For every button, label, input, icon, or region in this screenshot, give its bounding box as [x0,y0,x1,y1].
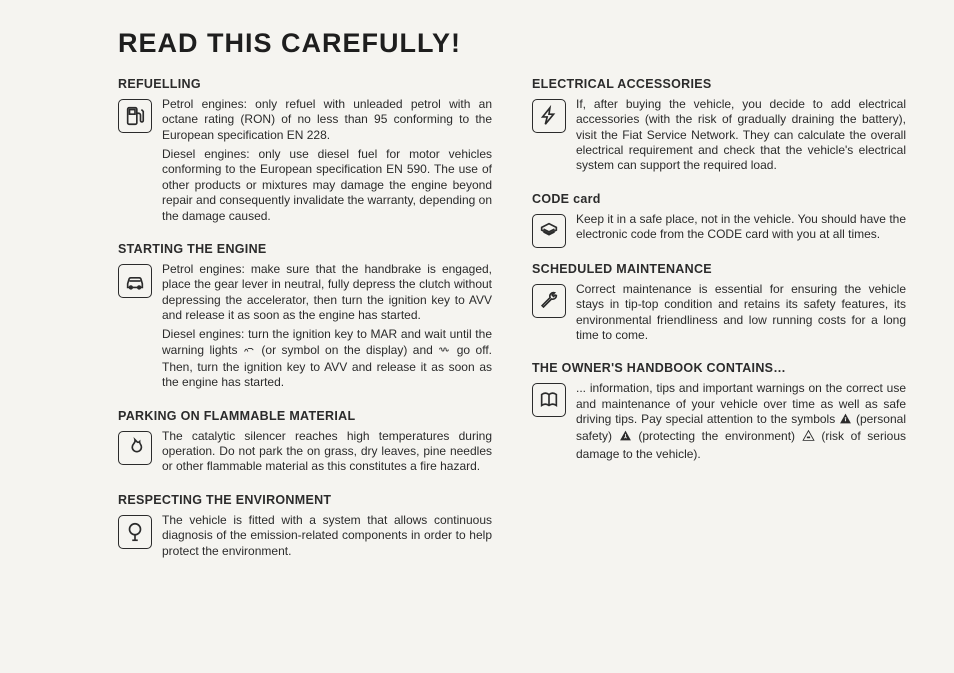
para: The vehicle is fitted with a system that… [162,513,492,559]
flame-icon [118,431,152,465]
para: Keep it in a safe place, not in the vehi… [576,212,906,243]
text-electrical: If, after buying the vehicle, you decide… [576,97,906,178]
heading-maintenance: SCHEDULED MAINTENANCE [532,262,906,276]
lightning-icon [532,99,566,133]
section-electrical: ELECTRICAL ACCESSORIES If, after buying … [532,77,906,178]
text-environment: The vehicle is fitted with a system that… [162,513,492,563]
section-maintenance: SCHEDULED MAINTENANCE Correct maintenanc… [532,262,906,347]
para: Petrol engines: make sure that the handb… [162,262,492,323]
card-icon [532,214,566,248]
heading-handbook: THE OWNER'S HANDBOOK CONTAINS… [532,361,906,375]
text-code: Keep it in a safe place, not in the vehi… [576,212,906,247]
section-parking: PARKING ON FLAMMABLE MATERIAL The cataly… [118,409,492,479]
text-starting: Petrol engines: make sure that the handb… [162,262,492,395]
para: Petrol engines: only refuel with unleade… [162,97,492,143]
right-column: ELECTRICAL ACCESSORIES If, after buying … [532,77,906,577]
section-starting: STARTING THE ENGINE Petrol engines: make… [118,242,492,395]
warning-env-icon [619,429,632,446]
section-handbook: THE OWNER'S HANDBOOK CONTAINS… ... infor… [532,361,906,466]
columns: REFUELLING Petrol engines: only refuel w… [118,77,906,577]
para: The catalytic silencer reaches high temp… [162,429,492,475]
text-parking: The catalytic silencer reaches high temp… [162,429,492,479]
heading-environment: RESPECTING THE ENVIRONMENT [118,493,492,507]
glowplug-icon [243,343,256,360]
car-icon [118,264,152,298]
book-icon [532,383,566,417]
left-column: REFUELLING Petrol engines: only refuel w… [118,77,492,577]
text-maintenance: Correct maintenance is essential for ens… [576,282,906,347]
tree-icon [118,515,152,549]
heading-parking: PARKING ON FLAMMABLE MATERIAL [118,409,492,423]
section-refuelling: REFUELLING Petrol engines: only refuel w… [118,77,492,228]
coil-icon [438,343,451,360]
text-refuelling: Petrol engines: only refuel with unleade… [162,97,492,228]
para: ... information, tips and important warn… [576,381,906,462]
text-handbook: ... information, tips and important warn… [576,381,906,466]
section-environment: RESPECTING THE ENVIRONMENT The vehicle i… [118,493,492,563]
section-code: CODE card Keep it in a safe place, not i… [532,192,906,248]
heading-starting: STARTING THE ENGINE [118,242,492,256]
warning-car-icon [802,429,815,446]
para: Correct maintenance is essential for ens… [576,282,906,343]
warning-person-icon [839,412,852,429]
heading-electrical: ELECTRICAL ACCESSORIES [532,77,906,91]
page-title: READ THIS CAREFULLY! [118,28,906,59]
para: Diesel engines: turn the ignition key to… [162,327,492,390]
heading-refuelling: REFUELLING [118,77,492,91]
wrench-icon [532,284,566,318]
para: If, after buying the vehicle, you decide… [576,97,906,174]
heading-code: CODE card [532,192,906,206]
para: Diesel engines: only use diesel fuel for… [162,147,492,224]
fuel-pump-icon [118,99,152,133]
